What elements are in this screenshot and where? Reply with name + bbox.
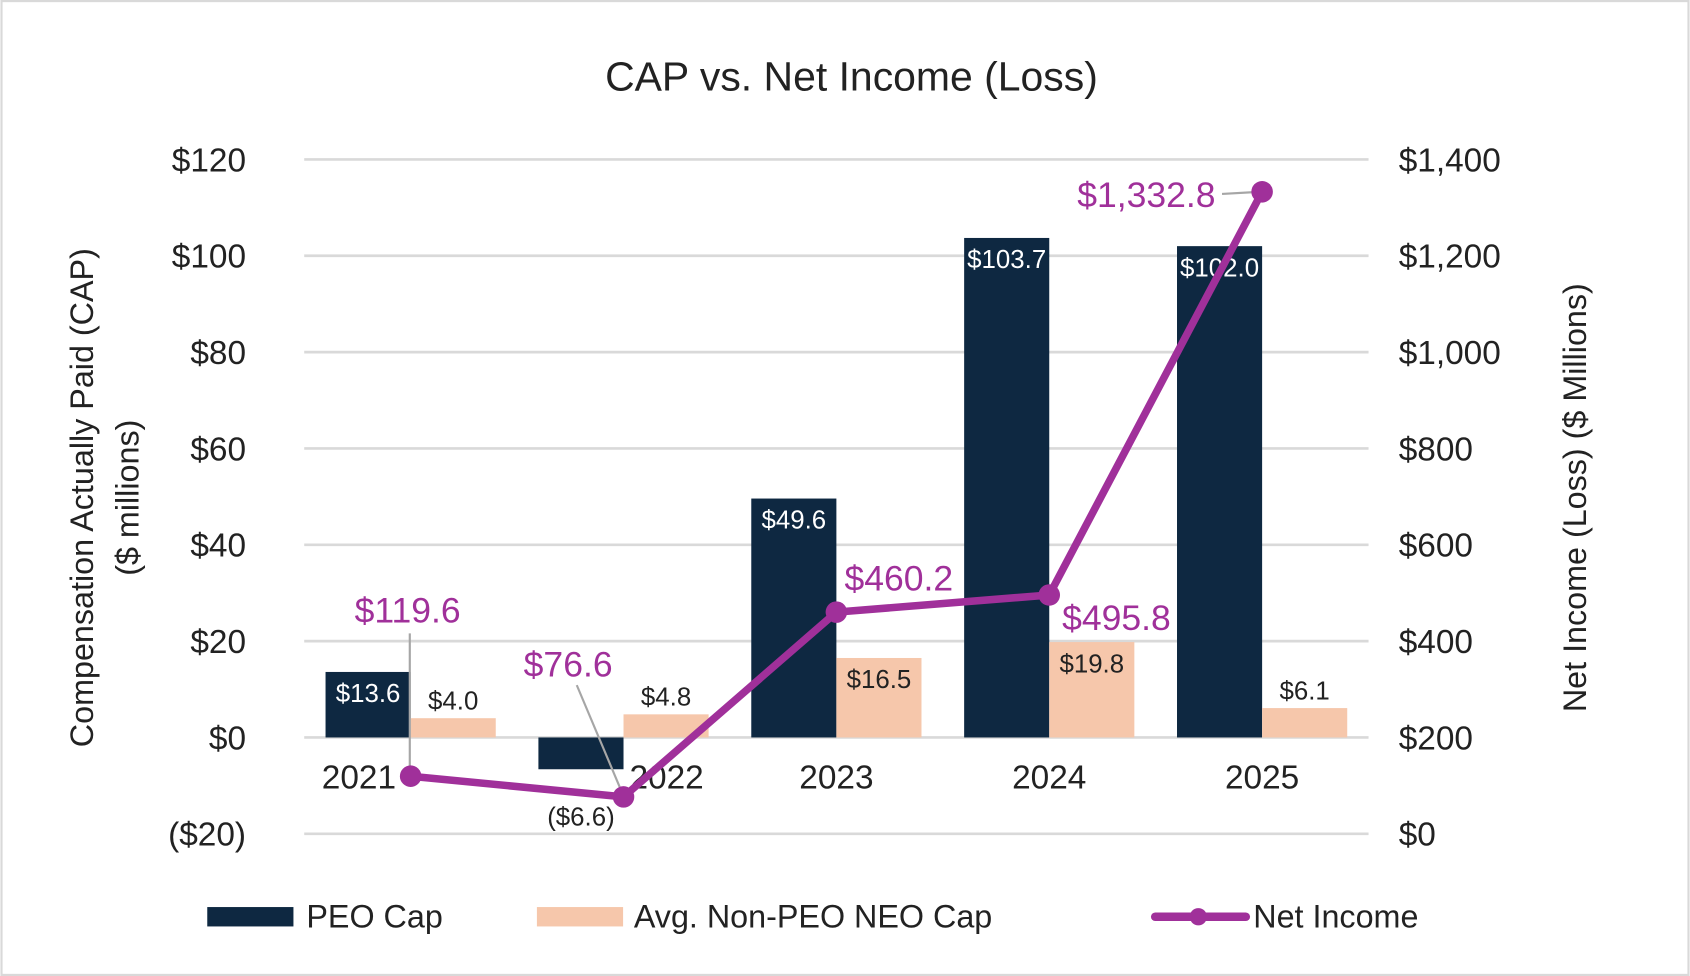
- y-axis-label-units: ($ millions): [109, 420, 145, 576]
- data-label-net-income: $76.6: [524, 645, 613, 685]
- leader-line: [575, 684, 625, 796]
- bar-neo-cap: [1049, 642, 1135, 738]
- data-label-peo-cap: $13.6: [336, 680, 401, 708]
- net-income-point: [612, 786, 635, 808]
- left-axis-ticks: ($20) $0 $20 $40 $60 $80 $100 $120: [168, 142, 246, 853]
- y2-axis-label: Net Income (Loss) ($ Millions): [1557, 283, 1593, 712]
- y-tick-label: $40: [190, 528, 246, 565]
- bar-peo-cap: [325, 671, 411, 738]
- bar-peo-cap: [1177, 246, 1263, 738]
- bar-peo-cap: [751, 498, 837, 738]
- data-label-net-income: $460.2: [845, 558, 954, 598]
- data-label-neo-cap: $19.8: [1059, 650, 1124, 678]
- y2-tick-label: $800: [1399, 431, 1473, 468]
- data-label-peo-cap: $49.6: [761, 507, 826, 535]
- right-axis-ticks: $0 $200 $400 $600 $800 $1,000 $1,200 $1,400: [1399, 142, 1501, 853]
- y-tick-label: $100: [172, 239, 246, 276]
- net-income-point: [1251, 181, 1273, 203]
- y2-tick-label: $1,200: [1399, 239, 1501, 276]
- chart-title: CAP vs. Net Income (Loss): [605, 53, 1098, 99]
- bar-peo-cap: [964, 237, 1050, 738]
- x-axis-labels: 2021 2022 2023 2024 2025: [322, 760, 1299, 797]
- y2-tick-label: $1,000: [1399, 335, 1501, 372]
- net-income-point: [1038, 584, 1061, 606]
- legend-label-neo-cap: Avg. Non-PEO NEO Cap: [634, 899, 992, 935]
- bar-neo-cap: [410, 718, 496, 738]
- bar-neo-cap: [1262, 708, 1348, 738]
- y-tick-label: $120: [172, 142, 246, 179]
- y-tick-label: $0: [209, 720, 246, 757]
- x-tick-label: 2024: [1012, 760, 1086, 797]
- bar-neo-cap: [623, 714, 709, 738]
- y2-tick-label: $600: [1399, 528, 1473, 565]
- data-label-peo-cap: ($6.6): [547, 803, 615, 831]
- legend-swatch-neo-cap: [536, 907, 624, 927]
- y-tick-label: $80: [190, 335, 246, 372]
- x-tick-label: 2021: [322, 760, 396, 797]
- y2-tick-label: $400: [1399, 624, 1473, 661]
- net-income-point: [825, 601, 848, 623]
- bar-neo-cap: [836, 657, 922, 738]
- y2-tick-label: $0: [1399, 817, 1436, 854]
- y-axis-label: Compensation Actually Paid (CAP): [64, 248, 100, 747]
- legend: PEO Cap Avg. Non-PEO NEO Cap Net Income: [207, 899, 1418, 935]
- data-label-net-income: $1,332.8: [1077, 175, 1215, 215]
- legend-label-net-income: Net Income: [1253, 899, 1418, 935]
- x-tick-label: 2023: [799, 760, 873, 797]
- legend-swatch-peo-cap: [207, 907, 294, 927]
- data-label-neo-cap: $4.8: [641, 684, 691, 712]
- data-label-neo-cap: $16.5: [847, 666, 912, 694]
- legend-label-peo-cap: PEO Cap: [306, 899, 442, 935]
- x-tick-label: 2025: [1225, 760, 1299, 797]
- y-tick-label: ($20): [168, 817, 246, 854]
- y2-tick-label: $200: [1399, 720, 1473, 757]
- data-label-net-income: $495.8: [1062, 598, 1171, 638]
- data-label-neo-cap: $6.1: [1280, 677, 1330, 705]
- data-label-net-income: $119.6: [355, 591, 461, 631]
- data-label-neo-cap: $4.0: [428, 688, 478, 716]
- legend-marker-net-income: [1189, 908, 1207, 926]
- net-income-line: $119.6 $76.6 $460.2 $495.8 $1,332.8: [355, 175, 1273, 808]
- data-label-peo-cap: $103.7: [967, 246, 1046, 274]
- net-income-point: [399, 765, 422, 787]
- bars: $13.6 $4.0 ($6.6) $4.8 $49.6 $16.5 $103.7 $19.8…: [325, 237, 1348, 831]
- y2-tick-label: $1,400: [1399, 142, 1501, 179]
- y-tick-label: $60: [190, 431, 246, 468]
- y-tick-label: $20: [190, 624, 246, 661]
